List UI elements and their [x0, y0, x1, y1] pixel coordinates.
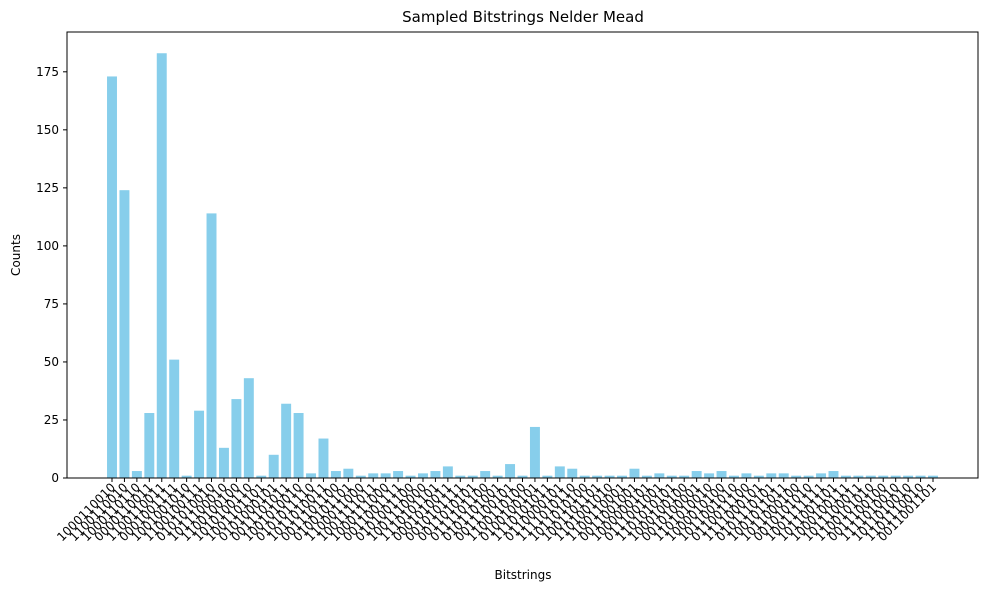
bar: [355, 475, 366, 478]
bar: [778, 473, 789, 478]
y-tick-label: 0: [51, 471, 59, 485]
bar: [604, 475, 615, 478]
bar: [492, 475, 503, 478]
bar: [368, 473, 379, 478]
bar: [766, 473, 777, 478]
bar: [840, 475, 851, 478]
y-tick-label: 25: [44, 413, 59, 427]
chart-title: Sampled Bitstrings Nelder Mead: [402, 8, 644, 26]
bar: [641, 475, 652, 478]
bar: [592, 475, 603, 478]
bar: [131, 471, 142, 478]
bar: [293, 413, 304, 478]
bar: [517, 475, 528, 478]
bar: [704, 473, 715, 478]
bar: [281, 403, 292, 478]
y-axis-label: Counts: [9, 234, 23, 276]
bar: [903, 475, 914, 478]
bar: [542, 475, 553, 478]
bar: [691, 471, 702, 478]
bar: [268, 454, 279, 478]
bar: [318, 438, 329, 478]
bar: [828, 471, 839, 478]
bar: [579, 475, 590, 478]
y-tick-label: 125: [36, 181, 59, 195]
bar: [853, 475, 864, 478]
bar: [256, 475, 267, 478]
bars-group: [107, 53, 938, 478]
bar: [442, 466, 453, 478]
bar: [791, 475, 802, 478]
bar: [505, 464, 516, 478]
plot-frame: [66, 31, 979, 479]
bar: [231, 399, 242, 478]
bar: [915, 475, 926, 478]
y-tick-label: 100: [36, 239, 59, 253]
bar: [629, 468, 640, 478]
bar: [206, 213, 217, 478]
bar: [119, 190, 130, 478]
bar: [194, 410, 205, 478]
bar: [716, 471, 727, 478]
y-axis: 0 25 50 75 100 125 150 175: [36, 65, 67, 485]
y-tick-label: 150: [36, 123, 59, 137]
bar: [330, 471, 341, 478]
bar: [418, 473, 428, 478]
bar: [679, 475, 690, 478]
bar: [430, 471, 441, 478]
bar: [617, 475, 627, 478]
bar: [107, 76, 117, 478]
bar: [878, 475, 889, 478]
bar: [890, 475, 901, 478]
bar: [865, 475, 876, 478]
bar: [343, 468, 354, 478]
bar: [181, 475, 192, 478]
y-tick-label: 50: [44, 355, 59, 369]
bar: [728, 475, 739, 478]
bar: [654, 473, 665, 478]
bar: [529, 426, 540, 478]
y-tick-label: 175: [36, 65, 59, 79]
bar: [243, 378, 254, 478]
bar: [144, 413, 155, 478]
x-axis-label: Bitstrings: [495, 568, 552, 582]
bar: [554, 466, 565, 478]
bar: [928, 475, 938, 478]
bar: [467, 475, 478, 478]
bar: [306, 473, 317, 478]
bar: [218, 447, 229, 478]
bar: [816, 473, 827, 478]
bar: [741, 473, 752, 478]
x-axis: 1000110010110011001010001101100000110011…: [54, 478, 939, 544]
bar: [393, 471, 404, 478]
bar: [480, 471, 491, 478]
bar: [156, 53, 167, 478]
bar: [753, 475, 764, 478]
bar: [455, 475, 466, 478]
y-tick-label: 75: [44, 297, 59, 311]
bar: [803, 475, 814, 478]
bar: [380, 473, 391, 478]
bar: [405, 475, 416, 478]
bar: [666, 475, 677, 478]
bar: [567, 468, 578, 478]
bar: [169, 359, 180, 478]
